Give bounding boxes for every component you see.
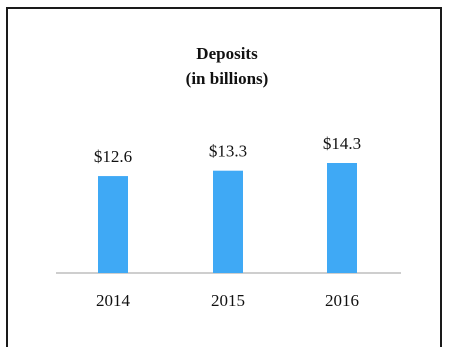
chart-title: Deposits: [196, 44, 258, 63]
bar-2014: [98, 176, 128, 273]
data-label-2014: $12.6: [94, 147, 132, 166]
bar-2016: [327, 163, 357, 273]
chart-frame: [6, 7, 442, 347]
x-tick-label-2016: 2016: [325, 291, 359, 310]
bar-2015: [213, 170, 243, 273]
data-label-2015: $13.3: [209, 142, 247, 161]
x-tick-label-2014: 2014: [96, 291, 131, 310]
chart-subtitle: (in billions): [186, 69, 269, 88]
data-label-2016: $14.3: [323, 134, 361, 153]
x-tick-label-2015: 2015: [211, 291, 245, 310]
